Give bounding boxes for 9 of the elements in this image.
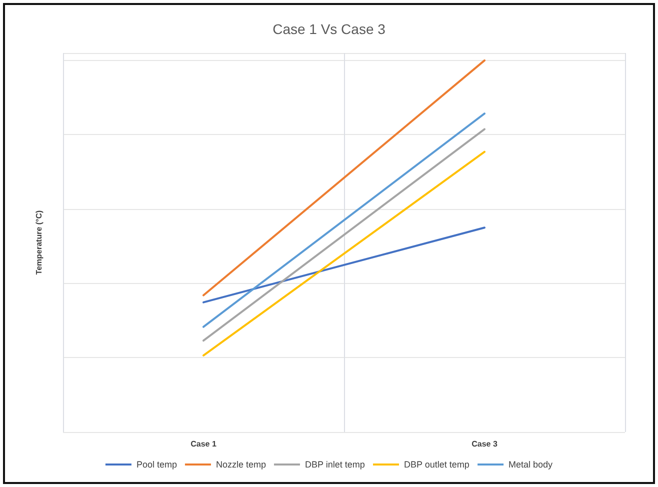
legend-label: Nozzle temp: [216, 460, 266, 470]
legend-label: DBP outlet temp: [404, 460, 470, 470]
y-axis-title: Temperature (°C): [34, 210, 44, 275]
legend-label: Metal body: [508, 460, 554, 470]
x-tick-label: Case 3: [472, 440, 498, 448]
chart-title: Case 1 Vs Case 3: [272, 21, 386, 37]
legend-label: Pool temp: [136, 460, 177, 470]
legend-label: DBP inlet temp: [304, 460, 365, 470]
x-tick-label: Case 1: [190, 440, 217, 448]
